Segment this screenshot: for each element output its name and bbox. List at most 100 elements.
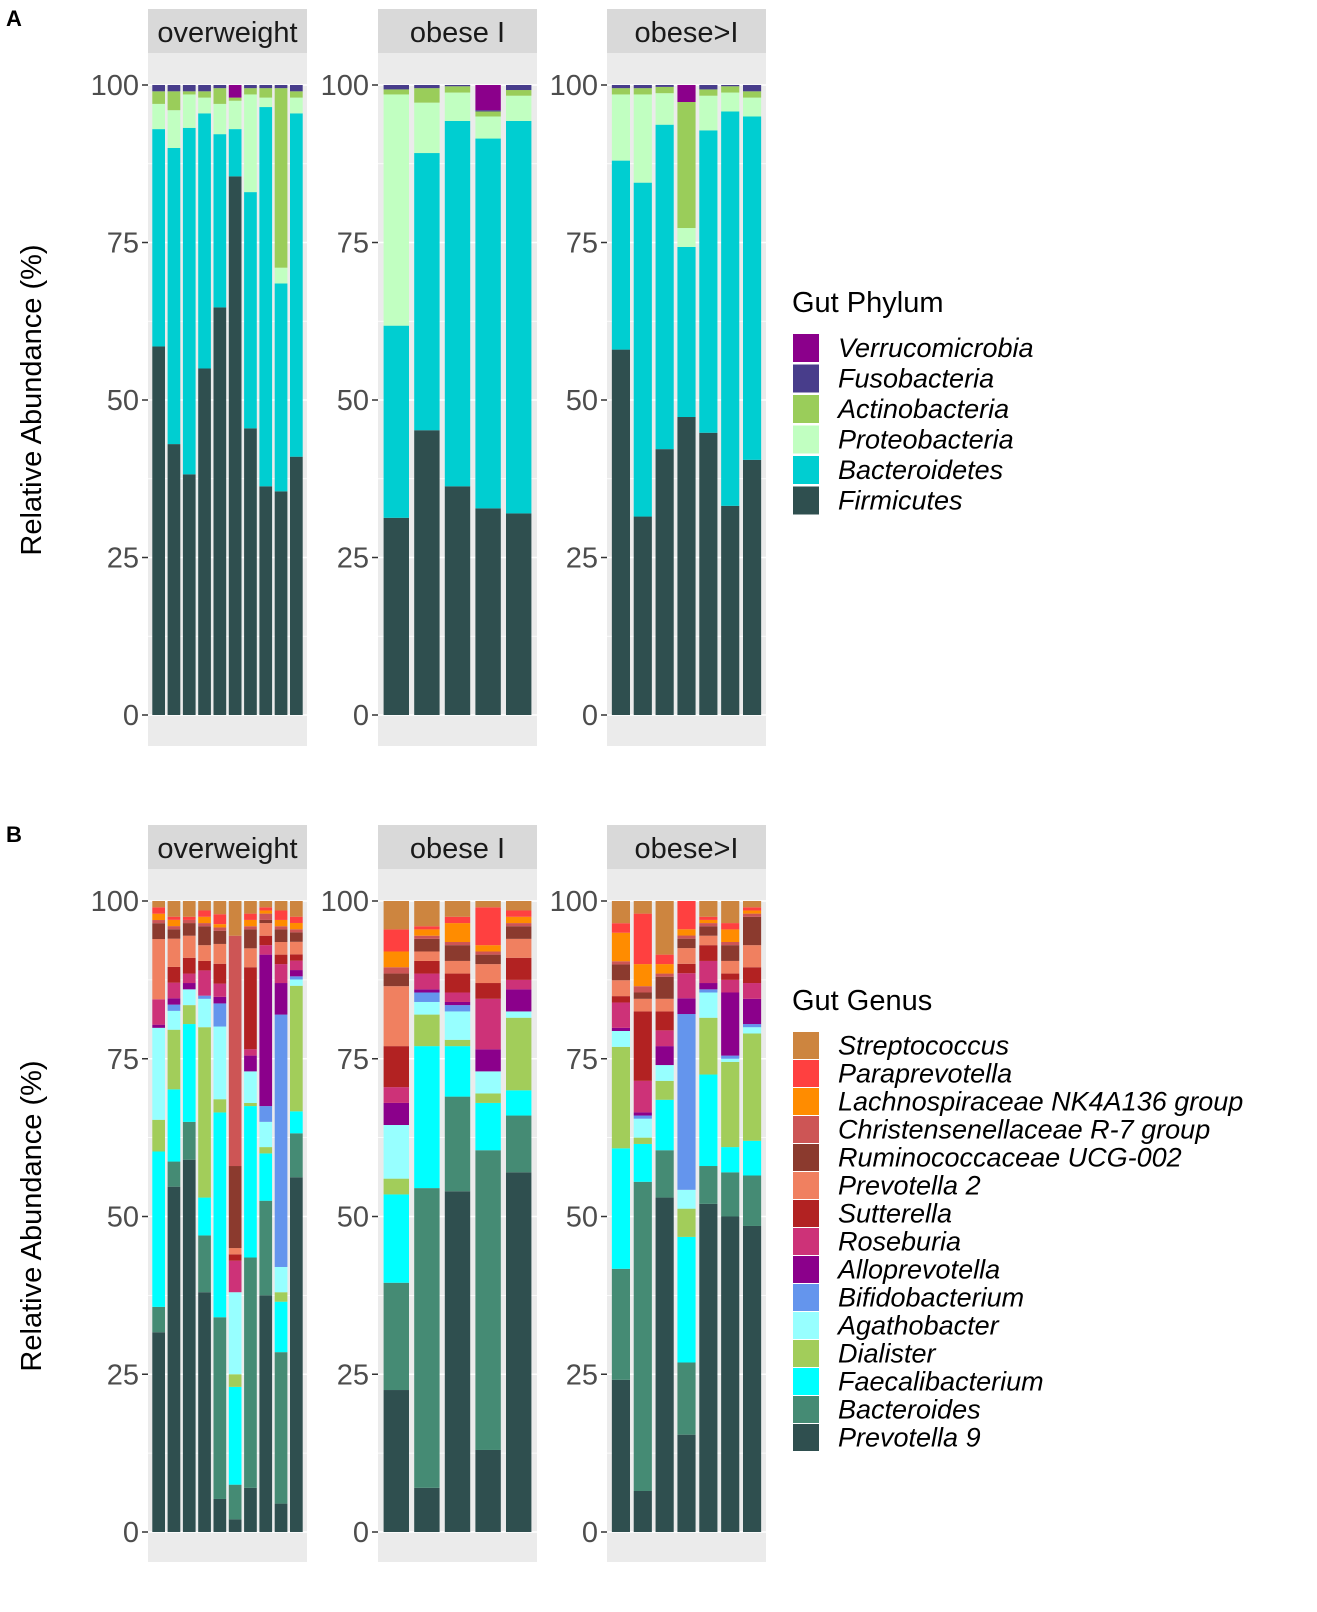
bar-segment-bacteroidetes [213, 134, 227, 308]
bar-sample-10 [290, 85, 303, 715]
bar-segment-alloprevotella [633, 1112, 652, 1116]
bar-segment-prevotella-9 [290, 1177, 303, 1532]
bar-segment-proteobacteria [198, 97, 211, 114]
bar-segment-fusobacteria [274, 85, 288, 89]
bar-segment-agathobacter [699, 992, 718, 1018]
bar-segment-streptococcus [290, 901, 303, 917]
bar-segment-roseburia [414, 973, 440, 990]
bar-segment-lachnospiraceae-nk4a136-group [444, 923, 471, 943]
bar-segment-roseburia [213, 983, 227, 997]
legend-key [793, 1340, 819, 1367]
bar-segment-dialister [259, 1147, 273, 1154]
legend-label: Faecalibacterium [838, 1367, 1044, 1397]
bar-segment-sutterella [182, 957, 196, 974]
bar-segment-roseburia [677, 973, 696, 999]
bar-segment-bifidobacterium [213, 1003, 227, 1027]
legend-key [793, 1144, 819, 1171]
bar-segment-agathobacter [290, 979, 303, 986]
bar-segment-streptococcus [633, 901, 652, 914]
bar-segment-bacteroidetes [506, 120, 532, 514]
bar-segment-agathobacter [414, 1001, 440, 1015]
bar-segment-faecalibacterium [721, 1147, 740, 1173]
facet-strip [378, 9, 537, 53]
legend-label: Bacteroides [838, 1395, 981, 1425]
bar-segment-dialister [444, 1039, 471, 1047]
bar-segment-firmicutes [677, 417, 696, 715]
bar-segment-bacteroides [244, 1257, 257, 1488]
bar-segment-sutterella [475, 983, 501, 999]
facet-strip [148, 825, 307, 869]
y-tick-label: 75 [107, 1044, 139, 1076]
bar-segment-bifidobacterium [721, 1055, 740, 1059]
bar-segment-faecalibacterium [259, 1153, 273, 1201]
bar-segment-paraprevotella [259, 907, 273, 911]
bar-segment-prevotella-9 [198, 1292, 211, 1532]
bar-segment-dialister [383, 1178, 409, 1195]
facet-obese-i: obese I 0 25 50 75 100 [321, 825, 537, 1562]
bar-segment-proteobacteria [228, 100, 242, 130]
bar-segment-paraprevotella [444, 916, 471, 924]
bar-segment-paraprevotella [383, 929, 409, 952]
bar-segment-agathobacter [182, 989, 196, 1006]
bar-segment-agathobacter [198, 998, 211, 1028]
bar-segment-proteobacteria [611, 94, 630, 161]
bar-segment-streptococcus [699, 901, 718, 917]
bar-sample-3 [444, 901, 471, 1532]
bar-segment-bacteroidetes [244, 192, 257, 429]
bar-segment-bacteroidetes [721, 111, 740, 506]
bar-segment-ruminococcaceae-ucg-002 [244, 929, 257, 949]
bar-sample-9 [274, 85, 288, 715]
bar-segment-firmicutes [383, 517, 409, 715]
legend-key [793, 334, 819, 362]
bar-segment-streptococcus [274, 901, 288, 911]
bar-segment-alloprevotella [721, 992, 740, 1056]
bar-segment-firmicutes [244, 428, 257, 715]
bar-segment-prevotella-9 [611, 1379, 630, 1532]
panel-label-a: A [6, 6, 22, 31]
bar-segment-agathobacter [475, 1071, 501, 1094]
bar-segment-dialister [677, 1208, 696, 1237]
bar-segment-prevotella-9 [383, 1390, 409, 1532]
bar-segment-sutterella [290, 954, 303, 961]
bar-segment-firmicutes [655, 449, 674, 715]
bar-segment-faecalibacterium [182, 1024, 196, 1122]
legend-key [793, 1032, 819, 1059]
bar-segment-roseburia [699, 960, 718, 984]
bar-segment-faecalibacterium [152, 1151, 165, 1307]
y-tick-label: 50 [107, 1202, 139, 1234]
legend-label: Agathobacter [836, 1311, 1000, 1341]
bar-segment-roseburia [611, 1002, 630, 1028]
bar-segment-christensenellaceae-r-7-group [152, 920, 165, 924]
bar-segment-dialister [414, 1014, 440, 1047]
bar-segment-paraprevotella [274, 910, 288, 920]
legend-label: Alloprevotella [836, 1255, 1000, 1285]
bar-segment-bacteroidetes [444, 120, 471, 487]
bar-segment-christensenellaceae-r-7-group [699, 923, 718, 927]
legend-key [793, 1368, 819, 1395]
bar-segment-faecalibacterium [743, 1140, 762, 1176]
bar-segment-bacteroides [699, 1166, 718, 1204]
panel-label-b: B [6, 822, 22, 847]
bar-segment-bacteroides [290, 1133, 303, 1178]
bar-segment-sutterella [506, 957, 532, 980]
bar-segment-fusobacteria [198, 85, 211, 92]
bar-segment-fusobacteria [721, 85, 740, 87]
bar-segment-alloprevotella [444, 1001, 471, 1006]
bar-segment-sutterella [414, 960, 440, 974]
legend-key [793, 395, 819, 423]
bar-sample-4 [198, 901, 211, 1532]
bar-segment-bacteroidetes [167, 148, 181, 445]
bar-segment-proteobacteria [633, 94, 652, 183]
bar-segment-fusobacteria [611, 85, 630, 89]
y-axis-label: Relative Abundance (%) [16, 244, 48, 555]
bar-sample-3 [182, 901, 196, 1532]
bar-segment-streptococcus [259, 901, 273, 908]
bar-segment-fusobacteria [743, 85, 762, 92]
bar-sample-4 [677, 901, 696, 1532]
legend-key [793, 1396, 819, 1423]
bar-sample-1 [383, 901, 409, 1532]
bar-segment-prevotella-9 [444, 1191, 471, 1532]
bar-segment-streptococcus [743, 901, 762, 908]
bar-segment-prevotella-2 [244, 948, 257, 968]
bar-segment-sutterella [213, 963, 227, 984]
